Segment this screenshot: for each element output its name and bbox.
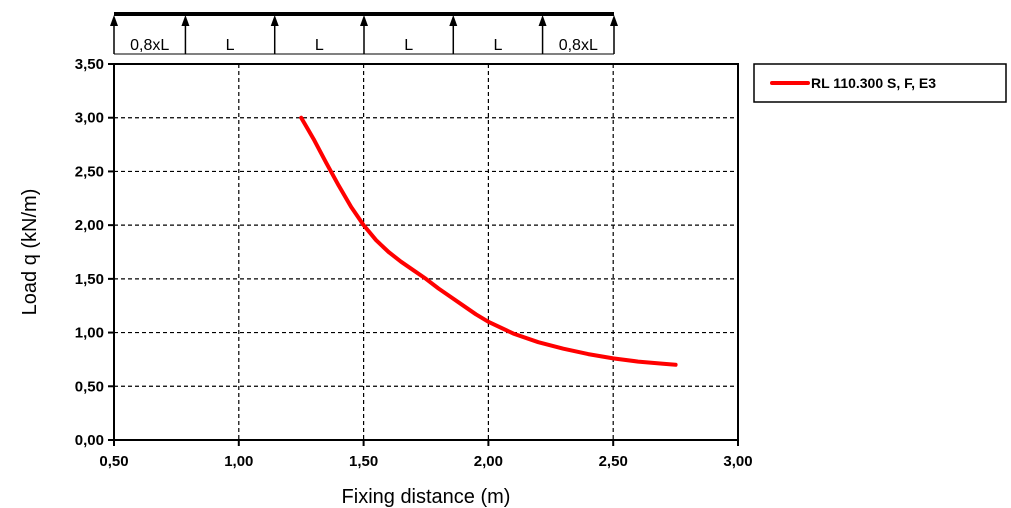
y-tick-label: 3,50 [75,56,104,73]
span-label: 0,8xL [130,37,169,54]
beam-diagram: 0,8xL L L L L 0,8xL [110,12,618,55]
span-label: 0,8xL [559,37,598,54]
x-axis-title: Fixing distance (m) [342,486,511,508]
support-arrow-head [181,15,190,26]
y-tick-label: 2,50 [75,163,104,180]
plot-frame [113,63,739,441]
y-tick-label: 2,00 [75,217,104,234]
x-tick-label: 3,00 [723,453,752,470]
y-tick-label: 0,50 [75,378,104,395]
y-axis-title: Load q (kN/m) [19,189,41,316]
support-arrow-head [449,15,458,26]
x-tick-label: 2,00 [474,453,503,470]
axis-ticks: 0,50 1,00 1,50 2,00 2,50 3,00 0,00 0,50 1,00 1,50… [75,56,753,470]
y-tick-label: 3,00 [75,110,104,127]
y-tick-label: 0,00 [75,432,104,449]
y-tick-label: 1,00 [75,325,104,342]
support-arrow-head [360,15,368,26]
legend: RL 110.300 S, F, E3 [753,63,1007,103]
x-tick-label: 1,50 [349,453,378,470]
span-label: L [315,37,324,54]
x-tick-label: 0,50 [99,453,128,470]
support-arrow-head [110,15,118,26]
support-arrow-head [270,15,279,26]
support-arrow-head [610,15,618,26]
x-tick-label: 2,50 [599,453,628,470]
y-tick-label: 1,50 [75,271,104,288]
support-arrow-head [538,15,547,26]
legend-label: RL 110.300 S, F, E3 [811,75,936,91]
grid-lines [114,64,738,440]
span-label: L [493,37,502,54]
series-layer [299,115,678,367]
span-label: L [404,37,413,54]
span-label: L [226,37,235,54]
series-line [299,115,678,367]
x-tick-label: 1,00 [224,453,253,470]
